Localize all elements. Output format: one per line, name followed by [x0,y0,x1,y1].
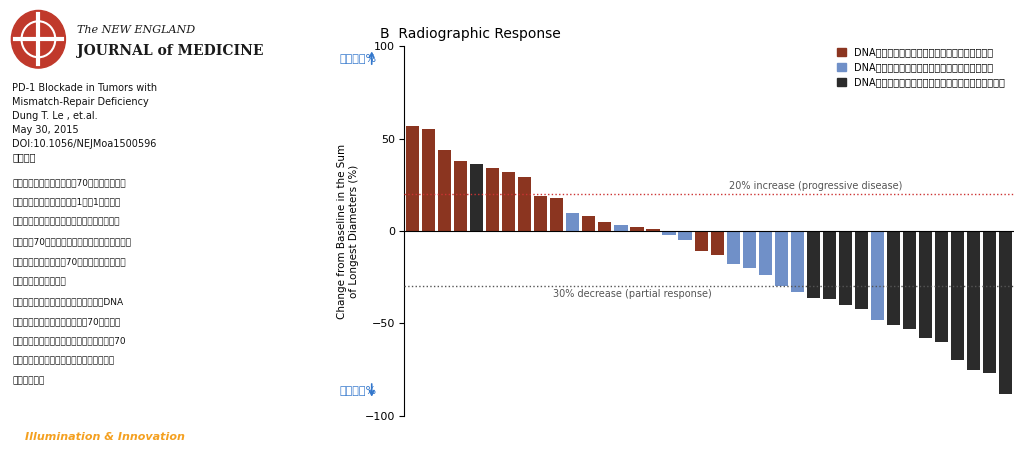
Bar [406,126,419,231]
Bar [983,231,996,373]
Bar [470,164,483,231]
Text: transforming data into learning: transforming data into learning [25,449,145,458]
Legend: DNAミスマッチ修復機構欠損なしの大腸がん患者, DNAミスマッチ修復機構欠損ありの大腸がん患者, DNAミスマッチ修復機構欠損なしのその他のがん患者: DNAミスマッチ修復機構欠損なしの大腸がん患者, DNAミスマッチ修復機構欠損あ… [833,44,1009,91]
Text: さん個々人です。棒グラフが上に伸びている: さん個々人です。棒グラフが上に伸びている [12,218,120,226]
Bar [999,231,1013,394]
Text: 腫瘍増大%: 腫瘍増大% [340,53,377,63]
Text: PD-1 Blockade in Tumors with: PD-1 Blockade in Tumors with [12,83,158,93]
Text: The NEW ENGLAND: The NEW ENGLAND [77,25,195,36]
Text: ほど腫瘶70が大きくなってしまった患者さん。: ほど腫瘶70が大きくなってしまった患者さん。 [12,237,131,246]
Text: 右図は各患者ごとの腫瘶70の大きさの最大: 右図は各患者ごとの腫瘶70の大きさの最大 [12,178,126,187]
Bar [535,196,548,231]
Text: 修復機能に欠陥があり）は腫瘶70の小さく: 修復機能に欠陥があり）は腫瘶70の小さく [12,317,121,326]
Bar [438,150,452,231]
Bar [663,231,676,235]
Bar [919,231,932,338]
Bar [870,231,884,320]
Bar [486,168,500,231]
Bar [759,231,772,275]
Text: が大きくなってしまっている人が多いこと: が大きくなってしまっている人が多いこと [12,357,115,365]
Text: より抜粋: より抜粋 [12,152,36,163]
Text: 値を見ています。棒グラフ1つ、1つが患者: 値を見ています。棒グラフ1つ、1つが患者 [12,198,121,207]
Bar [422,129,435,231]
Bar [646,229,659,231]
Text: 下に伸びてるほど腫瘶70が小さくなった患者: 下に伸びてるほど腫瘶70が小さくなった患者 [12,257,126,266]
Bar [839,231,852,305]
Bar [951,231,965,360]
Bar [502,172,515,231]
Bar [742,231,756,268]
Bar [694,231,708,251]
Bar [887,231,900,325]
Text: Illumination & Innovation: Illumination & Innovation [25,432,184,443]
Bar [727,231,739,264]
Text: DOI:10.1056/NEJMoa1500596: DOI:10.1056/NEJMoa1500596 [12,139,157,149]
Bar [823,231,836,299]
Bar [550,198,563,231]
Text: なった人が多く、赤棒（欠陥なし）は腫瘶70: なった人が多く、赤棒（欠陥なし）は腫瘶70 [12,337,126,346]
Text: 2015 ASCO Annual Meeting: 2015 ASCO Annual Meeting [25,416,175,426]
Bar [935,231,948,342]
Bar [566,213,580,231]
Bar [679,231,691,240]
Text: 腫瘍縮小%: 腫瘍縮小% [340,385,377,395]
Bar [903,231,916,329]
Circle shape [11,11,66,68]
Text: さんを表しています。: さんを表しています。 [12,277,66,286]
Bar [454,161,467,231]
Y-axis label: Change from Baseline in the Sum
of Longest Diameters (%): Change from Baseline in the Sum of Longe… [337,143,358,319]
Bar [807,231,820,298]
Text: May 30, 2015: May 30, 2015 [12,125,79,135]
Bar [711,231,724,255]
Text: Mismatch-Repair Deficiency: Mismatch-Repair Deficiency [12,97,150,107]
Text: 30% decrease (partial response): 30% decrease (partial response) [553,289,712,299]
Text: B  Radiographic Response: B Radiographic Response [380,27,561,41]
Text: 20% increase (progressive disease): 20% increase (progressive disease) [729,181,903,191]
Bar [518,177,531,231]
Bar [791,231,804,292]
Text: JOURNAL of MEDICINE: JOURNAL of MEDICINE [77,44,263,58]
Bar [775,231,787,286]
Bar [583,216,595,231]
Bar [598,222,611,231]
Text: がいえます。: がいえます。 [12,377,44,385]
Text: Dung T. Le , et.al.: Dung T. Le , et.al. [12,111,98,121]
Bar [855,231,868,309]
Bar [631,227,643,231]
Bar [614,225,628,231]
Text: 何が言えるかというと、黒と青棒（DNA: 何が言えるかというと、黒と青棒（DNA [12,297,124,306]
Bar [967,231,980,370]
